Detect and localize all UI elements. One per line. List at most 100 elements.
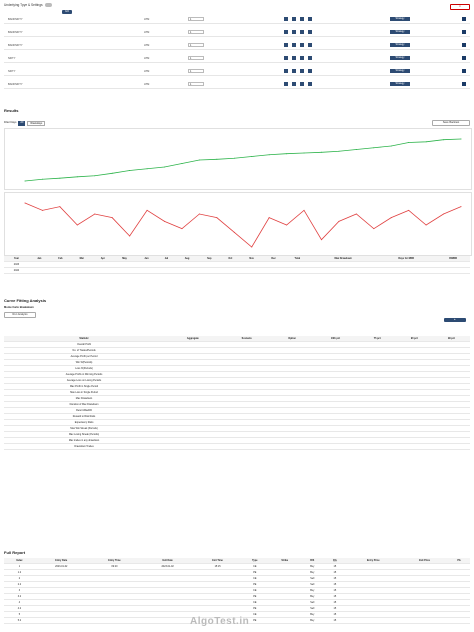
table-cell — [448, 587, 470, 594]
entry-toggle[interactable] — [292, 69, 296, 74]
column-header: Sep — [198, 256, 221, 262]
entry-toggle[interactable] — [284, 43, 288, 48]
entry-toggle[interactable] — [284, 56, 288, 61]
exit-toggle[interactable] — [300, 17, 304, 22]
table-cell — [271, 347, 313, 354]
table-cell — [312, 359, 359, 366]
tab-all[interactable]: All — [18, 121, 26, 126]
lots-select[interactable]: 1 — [188, 30, 204, 35]
table-cell: Overall Profit — [4, 341, 165, 348]
table-cell — [220, 267, 241, 274]
column-header: Scenario — [221, 336, 272, 342]
apply-button[interactable]: ▸ — [444, 318, 466, 322]
reset-button[interactable]: ✕ — [450, 4, 470, 10]
table-cell — [71, 267, 93, 274]
table-cell — [312, 383, 359, 390]
strategy-button[interactable]: Strategy — [390, 30, 410, 35]
exit-toggle[interactable] — [308, 69, 312, 74]
data-point — [373, 147, 375, 149]
table-row: 2.2 PE Sell 15 — [4, 581, 470, 588]
table-cell — [400, 617, 449, 624]
data-point — [76, 224, 78, 226]
strategy-button[interactable]: Strategy — [390, 82, 410, 87]
leg-strike: ATM — [144, 56, 150, 60]
table-cell — [400, 605, 449, 612]
entry-toggle[interactable] — [292, 82, 296, 87]
data-point — [233, 157, 235, 159]
table-cell — [448, 611, 470, 618]
table-cell: Max Losing Streak (Periods) — [4, 431, 165, 438]
strategy-button[interactable]: Strategy — [390, 69, 410, 74]
entry-toggle[interactable] — [292, 43, 296, 48]
table-cell — [141, 605, 195, 612]
data-point — [41, 178, 43, 180]
column-header: Nov — [240, 256, 263, 262]
table-cell — [34, 581, 88, 588]
table-cell — [400, 587, 449, 594]
delete-leg-button[interactable] — [462, 69, 466, 74]
entry-toggle[interactable] — [284, 82, 288, 87]
lots-select[interactable]: 1 — [188, 56, 204, 61]
run-analysis-button[interactable]: Run Analysis — [4, 312, 36, 318]
exit-toggle[interactable] — [308, 17, 312, 22]
delete-leg-button[interactable] — [462, 17, 466, 22]
entry-toggle[interactable] — [284, 17, 288, 22]
table-cell — [34, 575, 88, 582]
table-cell: 2.2 — [4, 581, 35, 588]
table-cell: 4.2 — [4, 605, 35, 612]
table-cell — [432, 377, 470, 384]
settings-toggle[interactable] — [45, 3, 53, 7]
go-button[interactable]: GO — [62, 10, 72, 14]
filter-days-tab[interactable]: Filter Days — [4, 121, 17, 124]
table-cell: CE — [241, 611, 269, 618]
delete-leg-button[interactable] — [462, 43, 466, 48]
exit-toggle[interactable] — [308, 43, 312, 48]
table-cell — [395, 419, 433, 426]
table-cell — [221, 407, 272, 414]
entry-toggle[interactable] — [292, 56, 296, 61]
table-cell — [141, 611, 195, 618]
data-point — [216, 217, 218, 219]
lots-select[interactable]: 1 — [188, 43, 204, 48]
lots-select[interactable]: 1 — [188, 69, 204, 74]
exit-toggle[interactable] — [300, 56, 304, 61]
data-point — [320, 239, 322, 241]
exit-toggle[interactable] — [300, 82, 304, 87]
lots-select[interactable]: 1 — [188, 17, 204, 22]
table-cell — [395, 425, 433, 432]
table-cell — [141, 587, 195, 594]
save-backtest-button[interactable]: Save Backtest — [432, 120, 470, 126]
entry-toggle[interactable] — [284, 30, 288, 35]
table-cell — [448, 593, 470, 600]
results-title: Results — [4, 108, 19, 113]
exit-toggle[interactable] — [300, 30, 304, 35]
exit-toggle[interactable] — [308, 30, 312, 35]
table-cell — [141, 569, 195, 576]
exit-toggle[interactable] — [308, 56, 312, 61]
delete-leg-button[interactable] — [462, 56, 466, 61]
column-header: Apr — [92, 256, 114, 262]
lots-select[interactable]: 1 — [188, 82, 204, 87]
strategy-button[interactable]: Strategy — [390, 17, 410, 22]
exit-toggle[interactable] — [300, 69, 304, 74]
delete-leg-button[interactable] — [462, 30, 466, 35]
column-header: Jul — [157, 256, 176, 262]
top-settings: Underlying Tpye & Settings — [4, 3, 53, 7]
exit-toggle[interactable] — [300, 43, 304, 48]
table-cell — [432, 425, 470, 432]
table-row: 5 CE Buy 15 — [4, 611, 470, 618]
entry-toggle[interactable] — [292, 17, 296, 22]
table-cell — [34, 617, 88, 624]
strategy-button[interactable]: Strategy — [390, 56, 410, 61]
entry-toggle[interactable] — [292, 30, 296, 35]
table-cell — [312, 413, 359, 420]
exit-toggle[interactable] — [308, 82, 312, 87]
delete-leg-button[interactable] — [462, 82, 466, 87]
table-row: Max trades in any drawdown — [4, 437, 470, 444]
table-cell: Buy — [300, 569, 324, 576]
table-cell — [346, 599, 401, 606]
column-header: B/S — [300, 558, 324, 564]
strategy-button[interactable]: Strategy — [390, 43, 410, 48]
tab-weekdays[interactable]: Weekdays — [27, 121, 46, 126]
entry-toggle[interactable] — [284, 69, 288, 74]
